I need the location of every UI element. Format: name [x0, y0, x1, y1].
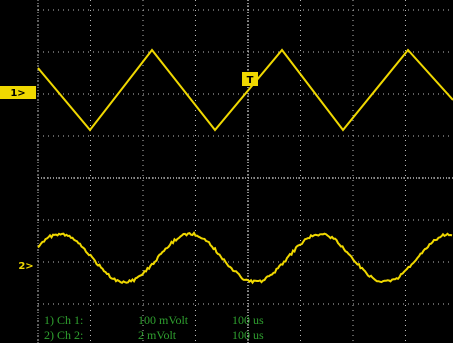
page: 1> 2> T 1) Ch 1: 100 mVolt 100 us 2) Ch …: [0, 0, 453, 343]
channel-time: 100 us: [232, 328, 264, 342]
background: [0, 0, 453, 343]
channel-time: 100 us: [232, 313, 264, 327]
oscilloscope-screen: 1> 2> T 1) Ch 1: 100 mVolt 100 us 2) Ch …: [0, 0, 453, 343]
channel-2-marker: 2>: [18, 261, 33, 272]
channel-1-marker: 1>: [10, 88, 25, 99]
trigger-marker: T: [247, 75, 254, 86]
channel-label: 1) Ch 1:: [44, 313, 83, 327]
channel-scale: 2 mVolt: [138, 328, 177, 342]
channel-scale: 100 mVolt: [138, 313, 189, 327]
channel-label: 2) Ch 2:: [44, 328, 83, 342]
